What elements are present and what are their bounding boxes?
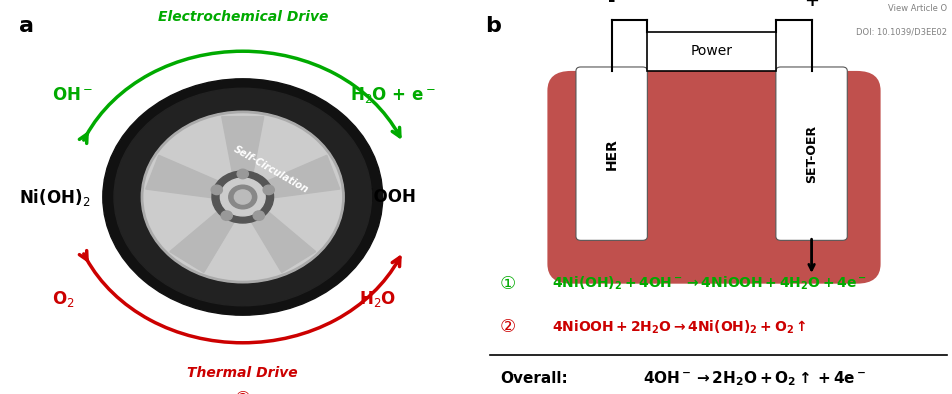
Circle shape bbox=[263, 185, 274, 195]
Circle shape bbox=[253, 211, 265, 220]
Text: H$_2$O + e$^-$: H$_2$O + e$^-$ bbox=[350, 85, 436, 104]
Circle shape bbox=[114, 88, 371, 306]
Text: $\mathbf{4Ni(OH)_2+4OH^- \rightarrow 4NiOOH+4H_2O+4e^-}$: $\mathbf{4Ni(OH)_2+4OH^- \rightarrow 4Ni… bbox=[552, 275, 867, 292]
Circle shape bbox=[212, 171, 273, 223]
Circle shape bbox=[211, 185, 223, 195]
Circle shape bbox=[221, 211, 232, 220]
Polygon shape bbox=[169, 204, 240, 272]
Text: View Article O: View Article O bbox=[888, 4, 947, 13]
Text: HER: HER bbox=[605, 138, 619, 169]
Text: O$_2$: O$_2$ bbox=[51, 290, 74, 309]
Circle shape bbox=[220, 178, 266, 216]
FancyBboxPatch shape bbox=[776, 67, 847, 240]
Text: $\mathbf{4NiOOH+2H_2O \rightarrow 4Ni(OH)_2+O_2\uparrow}$: $\mathbf{4NiOOH+2H_2O \rightarrow 4Ni(OH… bbox=[552, 318, 807, 336]
Text: ①: ① bbox=[235, 0, 250, 4]
Circle shape bbox=[142, 112, 344, 282]
Text: -: - bbox=[608, 0, 615, 10]
Circle shape bbox=[234, 190, 251, 204]
Text: SET-OER: SET-OER bbox=[805, 125, 818, 183]
FancyBboxPatch shape bbox=[647, 32, 776, 71]
Text: Thermal Drive: Thermal Drive bbox=[188, 366, 298, 381]
Text: +: + bbox=[804, 0, 819, 10]
Circle shape bbox=[228, 185, 257, 209]
Text: ②: ② bbox=[500, 318, 516, 336]
Polygon shape bbox=[246, 204, 316, 272]
FancyBboxPatch shape bbox=[547, 71, 881, 284]
Circle shape bbox=[103, 79, 383, 315]
Text: b: b bbox=[486, 16, 502, 36]
Polygon shape bbox=[222, 117, 264, 183]
Text: a: a bbox=[19, 16, 34, 36]
Text: Power: Power bbox=[690, 44, 733, 58]
Text: $\mathbf{4OH^- \rightarrow 2H_2O+O_2\uparrow+4e^-}$: $\mathbf{4OH^- \rightarrow 2H_2O+O_2\upa… bbox=[643, 369, 866, 388]
Text: OH$^-$: OH$^-$ bbox=[51, 85, 92, 104]
Text: Ni(OH)$_2$: Ni(OH)$_2$ bbox=[19, 186, 90, 208]
Polygon shape bbox=[146, 155, 229, 199]
Text: Self-Circulation: Self-Circulation bbox=[231, 144, 310, 195]
Text: ②: ② bbox=[235, 390, 250, 394]
Circle shape bbox=[237, 169, 248, 179]
Text: Electrochemical Drive: Electrochemical Drive bbox=[158, 9, 327, 24]
Text: Overall:: Overall: bbox=[500, 371, 567, 386]
Polygon shape bbox=[256, 155, 340, 199]
Text: NiOOH: NiOOH bbox=[355, 188, 417, 206]
FancyBboxPatch shape bbox=[576, 67, 647, 240]
Text: ①: ① bbox=[500, 275, 516, 293]
Text: DOI: 10.1039/D3EE02: DOI: 10.1039/D3EE02 bbox=[856, 28, 947, 37]
Text: H$_2$O: H$_2$O bbox=[360, 290, 397, 309]
